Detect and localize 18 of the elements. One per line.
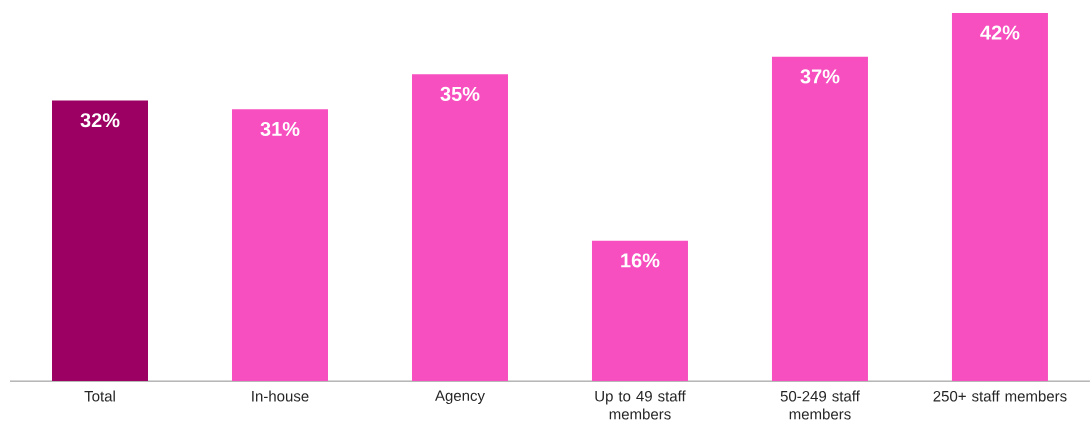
bar (52, 100, 149, 381)
bar (951, 12, 1048, 381)
data-label: 42% (980, 25, 1020, 40)
x-tick-label: Up to 49 staff members (595, 390, 686, 420)
data-label: 37% (800, 69, 840, 84)
data-label: 32% (80, 113, 120, 128)
x-tick-label: 50-249 staff members (780, 390, 860, 420)
data-label: 35% (440, 86, 480, 102)
x-tick-label: Agency (435, 390, 485, 404)
data-label: 31% (260, 121, 300, 137)
x-tick-label: Total (84, 390, 115, 402)
bar (232, 109, 328, 381)
x-tick-label: 250+ staff members (933, 390, 1067, 402)
data-label: 16% (621, 253, 660, 268)
x-tick-label: In-house (252, 390, 309, 402)
bar (591, 240, 688, 381)
bar (771, 56, 868, 381)
bar (411, 74, 508, 381)
